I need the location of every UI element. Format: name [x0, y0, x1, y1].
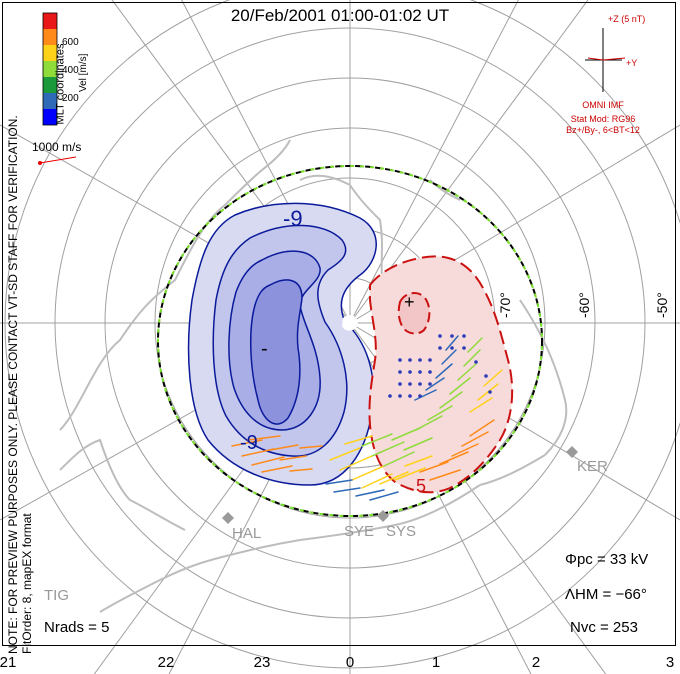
- cross-polar-potential: Φpc = 33 kV: [565, 551, 649, 568]
- radar-count: Nrads = 5: [44, 619, 110, 636]
- imf-model-line1: Stat Mod: RG96: [570, 114, 636, 124]
- scale-vector-label: 1000 m/s: [32, 140, 82, 154]
- coastline-west: [59, 438, 186, 531]
- contour-label-neg-top: -9: [283, 206, 303, 231]
- hm-latitude: ΛHM = −66°: [565, 586, 647, 603]
- mlt-tick-22: 22: [157, 654, 175, 671]
- mlt-tick-23: 23: [253, 654, 271, 671]
- contour-label-pos: 5: [416, 476, 427, 496]
- preview-note-line1: NOTE: FOR PREVIEW PURPOSES ONLY. PLEASE …: [6, 115, 20, 654]
- vector-origins: [388, 334, 492, 398]
- colorbar-tick-400: 400: [62, 65, 79, 76]
- contour-label-neg-bottom: -9: [240, 432, 258, 454]
- negative-potential-cell: [187, 202, 377, 486]
- hm-boundary-green: [157, 165, 543, 517]
- lat-label-60: -60°: [576, 292, 592, 318]
- station-hal: HAL: [232, 525, 262, 542]
- coordinate-label: MLT coordinates: [54, 43, 67, 125]
- max-potential-marker: +: [404, 292, 415, 312]
- station-tig: TIG: [44, 587, 69, 604]
- station-ker: KER: [577, 458, 608, 475]
- imf-y-label: +Y: [626, 58, 638, 68]
- coastline: [59, 139, 568, 613]
- colorbar-tick-600: 600: [62, 37, 79, 48]
- preview-note-line2: FitOrder: 8, mapEX format: [20, 513, 34, 654]
- min-potential-marker: -: [261, 338, 268, 360]
- imf-model-line2: Bz+/By-, 6<BT<12: [566, 125, 640, 135]
- velocity-vectors: [231, 335, 503, 501]
- radar-markers: [222, 446, 578, 524]
- mlt-tick-3: 3: [665, 654, 675, 671]
- preview-note: NOTE: FOR PREVIEW PURPOSES ONLY. PLEASE …: [6, 14, 34, 654]
- colorbar-tick-200: 200: [62, 93, 79, 104]
- mlt-tick-2: 2: [531, 654, 541, 671]
- colorbar-title: Vel [m/s]: [78, 53, 89, 92]
- station-sys: SYS: [386, 523, 417, 540]
- station-sye: SYE: [344, 523, 375, 540]
- scale-vector: [38, 156, 77, 165]
- mlt-tick-0: 0: [345, 654, 355, 671]
- vector-count: Nvc = 253: [570, 619, 638, 636]
- plot-frame: [2, 2, 676, 646]
- imf-source: OMNI IMF: [582, 100, 624, 110]
- imf-z-label: +Z (5 nT): [608, 14, 646, 24]
- imf-clock: [585, 28, 626, 92]
- lat-label-50: -50°: [654, 292, 670, 318]
- mlt-tick-21: 21: [0, 654, 17, 671]
- lat-label-70: -70°: [497, 292, 513, 318]
- mlt-tick-1: 1: [431, 654, 441, 671]
- colorbar: [42, 12, 58, 126]
- plot-title: 20/Feb/2001 01:00-01:02 UT: [230, 6, 450, 25]
